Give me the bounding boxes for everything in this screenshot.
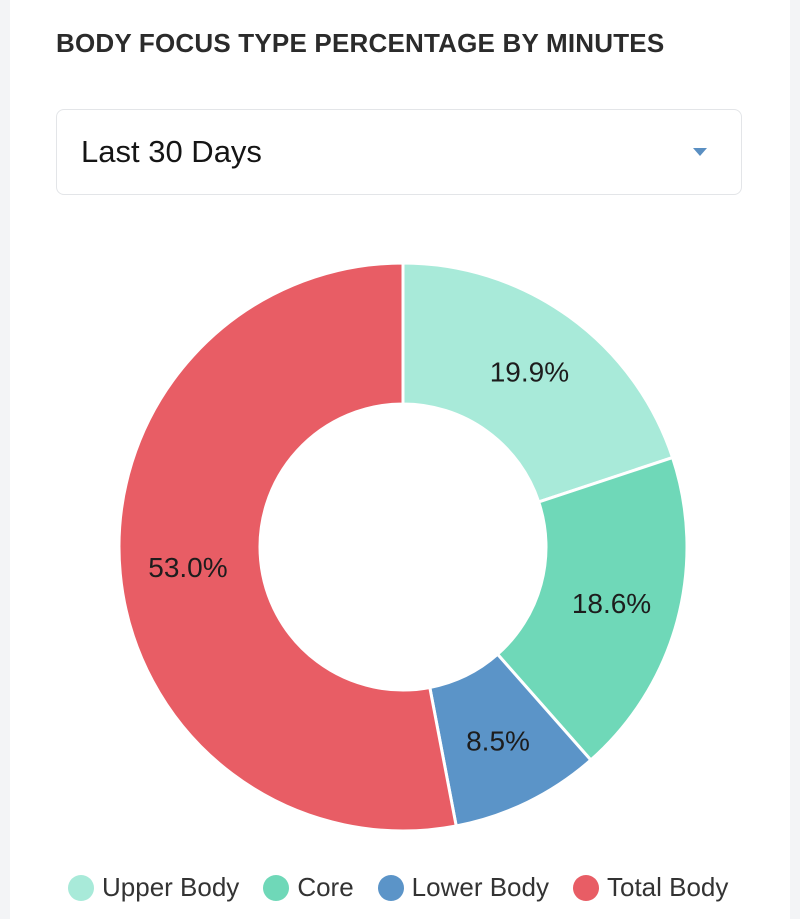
slice-label-lower-body: 8.5%: [466, 725, 530, 756]
slice-total-body[interactable]: [117, 261, 458, 833]
chart-legend: Upper Body Core Lower Body Total Body: [68, 872, 728, 903]
slice-label-upper-body: 19.9%: [490, 356, 569, 387]
legend-swatch-upper-body: [68, 874, 94, 901]
date-range-value: Last 30 Days: [81, 134, 262, 169]
legend-label-upper-body: Upper Body: [102, 872, 240, 902]
legend-swatch-core: [263, 874, 290, 901]
legend-label-total-body: Total Body: [606, 872, 729, 902]
slice-label-total-body: 53.0%: [148, 552, 227, 583]
legend-item-upper-body[interactable]: Upper Body: [68, 872, 239, 903]
legend-swatch-lower-body: [377, 874, 404, 901]
chart-card: BODY FOCUS TYPE PERCENTAGE BY MINUTES La…: [10, 0, 790, 919]
legend-swatch-total-body: [572, 874, 599, 901]
legend-item-total-body[interactable]: Total Body: [572, 872, 729, 903]
slice-label-core: 18.6%: [572, 588, 651, 619]
legend-label-core: Core: [297, 872, 354, 902]
chart-title: BODY FOCUS TYPE PERCENTAGE BY MINUTES: [56, 28, 665, 58]
legend-item-core[interactable]: Core: [263, 872, 354, 903]
donut-chart: 19.9% 18.6% 8.5% 53.0%: [117, 261, 689, 833]
caret-down-icon: [693, 148, 707, 156]
legend-item-lower-body[interactable]: Lower Body: [377, 872, 549, 903]
date-range-select[interactable]: Last 30 Days: [56, 109, 742, 195]
slice-upper-body[interactable]: [401, 261, 675, 504]
slice-core[interactable]: [495, 455, 689, 763]
legend-label-lower-body: Lower Body: [411, 872, 549, 902]
